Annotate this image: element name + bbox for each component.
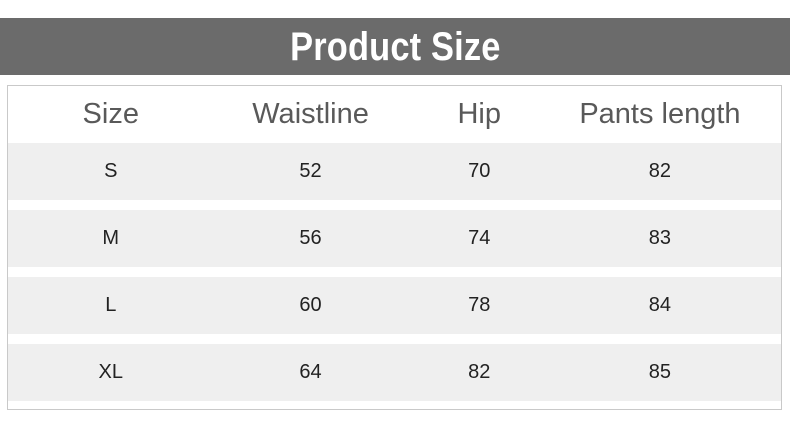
size-table-container: Size Waistline Hip Pants length S 52 70 … <box>7 85 782 410</box>
row-spacer-cell <box>397 267 567 277</box>
table-row: L 60 78 84 <box>8 277 781 334</box>
cell-waistline: 60 <box>227 277 398 334</box>
row-spacer-cell <box>397 200 567 210</box>
row-spacer-cell <box>397 334 567 344</box>
title-banner: Product Size <box>0 18 790 75</box>
row-spacer <box>8 267 781 277</box>
row-spacer-cell <box>566 267 781 277</box>
cell-pants-length: 83 <box>566 210 781 267</box>
cell-hip: 82 <box>397 344 567 401</box>
cell-hip: 70 <box>397 143 567 200</box>
table-header-row: Size Waistline Hip Pants length <box>8 86 781 143</box>
cell-size: XL <box>8 344 228 401</box>
cell-waistline: 52 <box>227 143 398 200</box>
row-spacer-cell <box>8 334 228 344</box>
row-spacer-cell <box>227 200 398 210</box>
cell-waistline: 56 <box>227 210 398 267</box>
cell-size: M <box>8 210 228 267</box>
row-spacer-cell <box>227 267 398 277</box>
cell-pants-length: 85 <box>566 344 781 401</box>
row-spacer-cell <box>8 267 228 277</box>
cell-waistline: 64 <box>227 344 398 401</box>
table-body: S 52 70 82 M 56 74 83 <box>8 143 781 401</box>
size-table: Size Waistline Hip Pants length S 52 70 … <box>8 86 781 401</box>
row-spacer <box>8 334 781 344</box>
column-header-hip: Hip <box>397 86 567 143</box>
cell-pants-length: 84 <box>566 277 781 334</box>
cell-hip: 74 <box>397 210 567 267</box>
row-spacer-cell <box>566 334 781 344</box>
cell-hip: 78 <box>397 277 567 334</box>
page-title: Product Size <box>289 24 501 69</box>
row-spacer-cell <box>566 200 781 210</box>
table-row: XL 64 82 85 <box>8 344 781 401</box>
column-header-pants-length: Pants length <box>566 86 781 143</box>
table-header: Size Waistline Hip Pants length <box>8 86 781 143</box>
column-header-waistline: Waistline <box>227 86 398 143</box>
table-row: M 56 74 83 <box>8 210 781 267</box>
cell-size: L <box>8 277 228 334</box>
cell-size: S <box>8 143 228 200</box>
row-spacer-cell <box>8 200 228 210</box>
cell-pants-length: 82 <box>566 143 781 200</box>
table-row: S 52 70 82 <box>8 143 781 200</box>
column-header-size: Size <box>8 86 228 143</box>
row-spacer-cell <box>227 334 398 344</box>
row-spacer <box>8 200 781 210</box>
